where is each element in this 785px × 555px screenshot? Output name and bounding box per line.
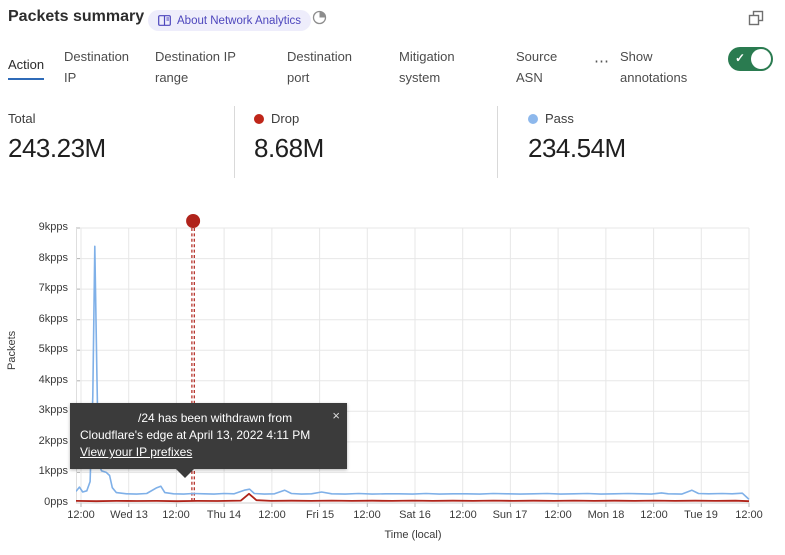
view-ip-prefixes-link[interactable]: View your IP prefixes: [80, 445, 193, 459]
stat-value: 8.68M: [254, 133, 324, 163]
y-tick-label: 5kpps: [38, 343, 68, 355]
y-tick-label: 3kpps: [38, 404, 68, 416]
x-tick-label: 12:00: [735, 509, 763, 521]
stats-divider: [497, 106, 498, 178]
more-tabs-icon[interactable]: ⋯: [594, 53, 610, 70]
packets-line-chart[interactable]: [76, 210, 750, 510]
stat-label: Drop: [271, 111, 300, 126]
show-annotations-label: Show annotations: [620, 49, 688, 85]
stat-value: 243.23M: [8, 133, 106, 163]
legend-dot-pass: [528, 113, 538, 124]
stat-value: 234.54M: [528, 133, 626, 163]
x-tick-label: 12:00: [67, 509, 95, 521]
x-tick-label: Sun 17: [492, 509, 528, 521]
close-icon[interactable]: ×: [332, 408, 340, 423]
legend-dot-drop: [254, 113, 264, 124]
y-tick-label: 7kpps: [38, 282, 68, 294]
tab-destination-ip-range[interactable]: Destination IP range: [155, 49, 236, 85]
y-tick-label: 2kpps: [38, 435, 68, 447]
page-title: Packets summary: [8, 8, 145, 25]
x-tick-label: Tue 19: [684, 509, 718, 521]
show-annotations-toggle[interactable]: ✓: [728, 47, 773, 71]
tab-source-asn[interactable]: Source ASN: [516, 49, 558, 85]
stat-label: Total: [8, 111, 36, 126]
stat-label: Pass: [545, 111, 574, 126]
book-icon: [158, 15, 171, 26]
y-tick-label: 1kpps: [38, 465, 68, 477]
x-tick-label: 12:00: [258, 509, 286, 521]
x-tick-label: Thu 14: [206, 509, 242, 521]
stat-total: Total 243.23M: [8, 111, 106, 164]
x-tick-label: 12:00: [353, 509, 381, 521]
time-period-icon[interactable]: [312, 10, 327, 25]
x-tick-label: Sat 16: [399, 509, 431, 521]
x-tick-label: 12:00: [544, 509, 572, 521]
tab-destination-ip[interactable]: Destination IP: [64, 49, 130, 85]
pop-out-icon[interactable]: [748, 10, 764, 26]
x-tick-label: Mon 18: [587, 509, 625, 521]
badge-label: About Network Analytics: [177, 14, 302, 27]
tooltip-line1: /24 has been withdrawn from: [138, 411, 293, 425]
y-tick-label: 4kpps: [38, 374, 68, 386]
annotation-marker-dot[interactable]: [186, 214, 201, 228]
x-axis-title: Time (local): [384, 529, 442, 541]
y-axis-title: Packets: [6, 330, 18, 370]
check-icon: ✓: [735, 51, 746, 65]
stats-divider: [234, 106, 235, 178]
series-drop-line: [76, 492, 750, 503]
series-pass-line: [76, 245, 750, 500]
y-tick-label: 0pps: [44, 496, 68, 508]
tab-mitigation-system[interactable]: Mitigation system: [399, 49, 455, 85]
toggle-knob: [751, 49, 771, 69]
stat-drop: Drop 8.68M: [254, 111, 324, 164]
x-tick-label: 12:00: [449, 509, 477, 521]
x-tick-label: Fri 15: [305, 509, 335, 521]
annotation-tooltip: × /24 has been withdrawn from Cloudflare…: [70, 403, 347, 478]
about-network-analytics-badge[interactable]: About Network Analytics: [148, 10, 312, 31]
y-tick-label: 9kpps: [38, 221, 68, 233]
tab-action[interactable]: Action: [8, 54, 45, 80]
tooltip-line2: Cloudflare's edge at April 13, 2022 4:11…: [80, 428, 311, 442]
x-tick-label: 12:00: [162, 509, 190, 521]
tab-destination-port[interactable]: Destination port: [287, 49, 353, 85]
x-tick-label: 12:00: [640, 509, 668, 521]
stat-pass: Pass 234.54M: [528, 111, 626, 164]
y-tick-label: 8kpps: [38, 252, 68, 264]
x-tick-label: Wed 13: [110, 509, 148, 521]
y-tick-label: 6kpps: [38, 313, 68, 325]
